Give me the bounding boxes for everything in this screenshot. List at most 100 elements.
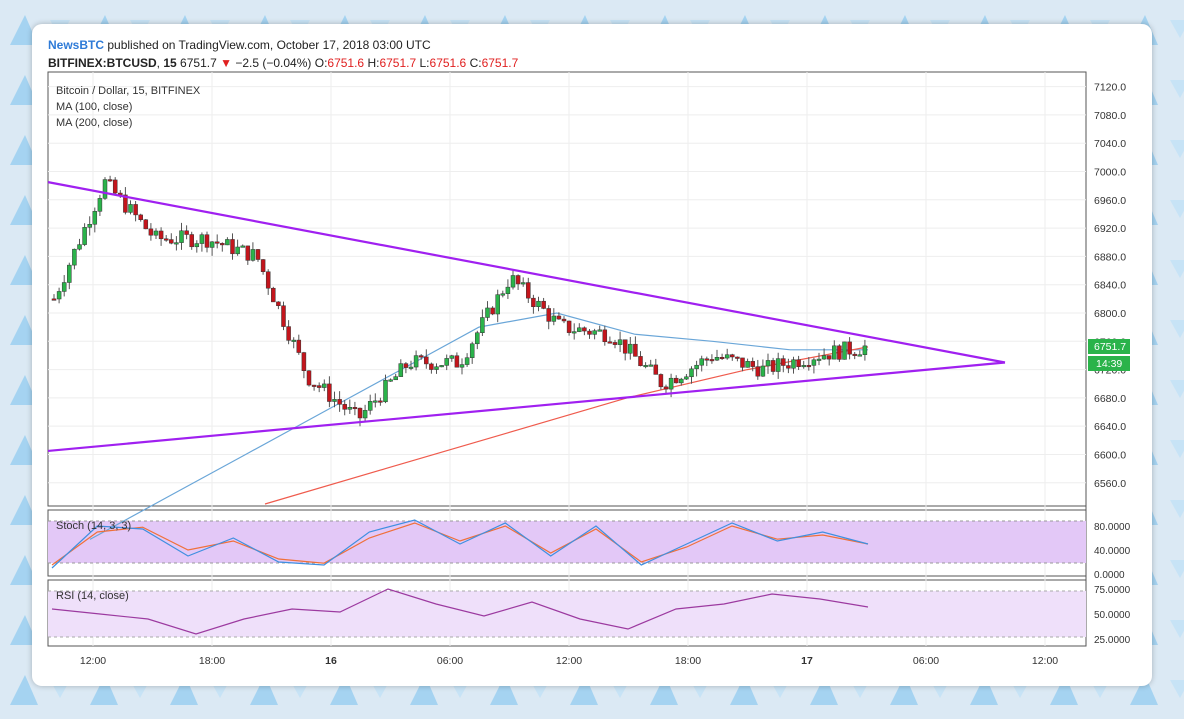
candle-body bbox=[709, 359, 715, 362]
candle-body bbox=[750, 361, 755, 367]
candle-body bbox=[694, 364, 699, 370]
interval: 15 bbox=[163, 56, 177, 70]
candle-body bbox=[582, 327, 587, 332]
triangle-trendlines[interactable] bbox=[47, 181, 1006, 453]
candle-body bbox=[153, 230, 159, 236]
candle-body bbox=[107, 179, 113, 182]
candle-body bbox=[556, 315, 562, 320]
candle-body bbox=[500, 293, 506, 296]
stoch-lines bbox=[51, 519, 869, 569]
stoch-d-line bbox=[51, 522, 869, 566]
candle-body bbox=[475, 332, 480, 345]
time-axis-labels: 12:00 18:00 16 06:00 12:00 18:00 17 06:00 12:00 bbox=[80, 655, 1058, 667]
high-value: 6751.7 bbox=[379, 56, 417, 70]
candle-body bbox=[199, 234, 205, 244]
candle-body bbox=[826, 355, 832, 360]
price-tick-label: 7040.0 bbox=[1094, 138, 1126, 150]
candle-body bbox=[82, 227, 87, 245]
last-price-badge bbox=[1088, 339, 1130, 354]
candle-body bbox=[449, 355, 455, 359]
candle-body bbox=[821, 355, 827, 360]
price-tick-label: 7080.0 bbox=[1094, 110, 1126, 122]
candle-body bbox=[51, 298, 57, 301]
candle-body bbox=[622, 339, 628, 354]
candle-body bbox=[128, 204, 133, 213]
candle-body bbox=[143, 219, 149, 230]
publisher-link[interactable]: NewsBTC bbox=[48, 38, 105, 52]
candle-body bbox=[424, 356, 429, 365]
candle-body bbox=[250, 249, 256, 261]
candle-body bbox=[561, 318, 567, 322]
countdown-badge-text: 14:39 bbox=[1096, 358, 1122, 370]
candle-body bbox=[220, 243, 225, 246]
candle-body bbox=[265, 271, 271, 289]
candle-body bbox=[862, 345, 868, 355]
open-label: O: bbox=[314, 56, 328, 70]
stoch-tick-label: 40.0000 bbox=[1094, 546, 1131, 557]
stoch-legend: Stoch (14, 3, 3) bbox=[56, 520, 131, 532]
rsi-tick-label: 50.0000 bbox=[1094, 610, 1131, 621]
candle-body bbox=[459, 364, 465, 368]
candle-body bbox=[378, 400, 383, 403]
candle-body bbox=[311, 384, 317, 387]
candle-body bbox=[388, 379, 393, 382]
candle-body bbox=[357, 407, 363, 419]
candle-body bbox=[291, 339, 296, 342]
price-tick-label: 6840.0 bbox=[1094, 280, 1126, 292]
candle-body bbox=[638, 356, 643, 367]
candle-body bbox=[791, 359, 796, 369]
candle-body bbox=[745, 361, 750, 368]
candle-body bbox=[92, 211, 98, 225]
candle-body bbox=[281, 305, 286, 327]
candle-body bbox=[209, 241, 215, 248]
rsi-tick-label: 75.0000 bbox=[1094, 585, 1131, 596]
candle-body bbox=[597, 329, 602, 332]
low-value: 6751.6 bbox=[429, 56, 467, 70]
candle-body bbox=[770, 360, 776, 372]
candle-body bbox=[566, 320, 572, 333]
candle-body bbox=[781, 358, 786, 366]
time-tick-label: 12:00 bbox=[80, 655, 106, 667]
time-tick-label: 16 bbox=[325, 655, 337, 667]
price-tick-label: 6640.0 bbox=[1094, 421, 1126, 433]
candle-body bbox=[235, 246, 240, 255]
price-tick-label: 7000.0 bbox=[1094, 167, 1126, 179]
candle-body bbox=[72, 248, 77, 266]
candle-body bbox=[408, 366, 414, 369]
price-axis-labels: 7120.0 7080.0 7040.0 7000.0 6960.0 6920.0 6880… bbox=[1094, 82, 1126, 490]
candle-body bbox=[760, 365, 766, 377]
high-label: H: bbox=[367, 56, 380, 70]
candle-body bbox=[189, 234, 194, 248]
candle-body bbox=[61, 282, 67, 292]
candle-body bbox=[225, 239, 230, 246]
candle-body bbox=[87, 224, 92, 228]
candle-body bbox=[245, 245, 251, 261]
candle-body bbox=[735, 356, 740, 359]
time-tick-label: 18:00 bbox=[675, 655, 701, 667]
candle-body bbox=[714, 357, 720, 361]
upper-trendline bbox=[47, 181, 1006, 364]
candle-body bbox=[276, 301, 281, 306]
main-pane[interactable] bbox=[47, 71, 1087, 507]
candle-body bbox=[469, 343, 475, 358]
candle-body bbox=[194, 243, 200, 248]
candle-body bbox=[97, 198, 103, 212]
candle-body bbox=[240, 245, 245, 248]
candle-body bbox=[786, 365, 791, 369]
oscillator-axis-labels: 80.0000 40.0000 0.0000 75.0000 50.0000 25.000… bbox=[1094, 522, 1131, 646]
candle-body bbox=[230, 239, 235, 255]
candle-body bbox=[327, 383, 332, 402]
candle-body bbox=[337, 399, 342, 405]
candle-body bbox=[724, 354, 730, 359]
close-label: C: bbox=[469, 56, 482, 70]
candle-body bbox=[490, 307, 495, 315]
rsi-line bbox=[51, 588, 869, 635]
candle-body bbox=[286, 326, 291, 341]
stoch-tick-label: 0.0000 bbox=[1094, 570, 1125, 581]
candle-body bbox=[67, 264, 72, 283]
candle-body bbox=[643, 365, 648, 368]
candle-body bbox=[260, 259, 266, 272]
candle-body bbox=[255, 249, 261, 260]
candle-body bbox=[495, 294, 500, 315]
